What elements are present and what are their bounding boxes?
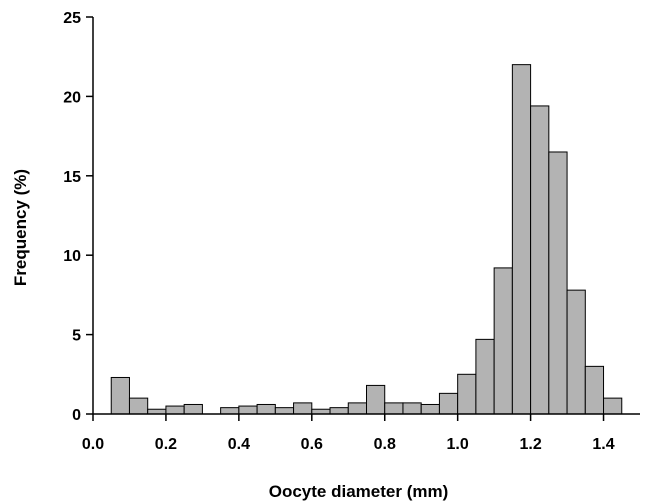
histogram-bar-9 — [293, 402, 313, 415]
histogram-bar-20 — [493, 267, 513, 415]
y-tick-label: 25 — [63, 10, 81, 27]
y-tick-label: 15 — [63, 169, 81, 186]
histogram-bar-1 — [128, 397, 149, 415]
y-tick-label: 5 — [72, 328, 81, 345]
x-tick-label: 1.4 — [592, 436, 614, 453]
y-ticks-group: 0 5 10 15 20 25 — [63, 10, 93, 424]
histogram-bar-19 — [475, 338, 495, 415]
x-ticks-group: 0.0 0.2 0.4 0.6 0.8 1.0 1.2 1.4 — [82, 414, 615, 453]
histogram-bar-0 — [110, 376, 130, 415]
y-tick-label: 20 — [63, 89, 81, 106]
y-tick-label: 10 — [63, 248, 81, 265]
x-tick-label: 1.0 — [447, 436, 469, 453]
x-tick-label: 0.6 — [301, 436, 323, 453]
histogram-bar-12 — [347, 402, 367, 415]
y-tick-label: 0 — [72, 407, 81, 424]
bars-group — [110, 64, 623, 415]
x-tick-label: 0.8 — [374, 436, 396, 453]
y-axis-title: Frequency (%) — [11, 169, 30, 286]
histogram-bar-18 — [457, 373, 477, 415]
histogram-bar-7 — [256, 403, 276, 415]
histogram-bar-14 — [384, 402, 404, 415]
histogram-bar-16 — [420, 403, 440, 415]
x-tick-label: 0.2 — [155, 436, 177, 453]
histogram-bar-17 — [438, 392, 459, 415]
histogram-bar-23 — [548, 151, 568, 415]
x-axis-title: Oocyte diameter (mm) — [269, 482, 449, 501]
histogram-bar-11 — [329, 407, 349, 415]
histogram-bar-6 — [238, 405, 258, 415]
histogram-bar-8 — [274, 407, 295, 415]
x-tick-label: 0.4 — [228, 436, 250, 453]
histogram-bar-4 — [183, 403, 203, 415]
histogram-bar-3 — [165, 405, 185, 415]
histogram-bar-24 — [566, 289, 586, 415]
histogram-bar-15 — [402, 402, 422, 415]
histogram-bar-13 — [366, 384, 386, 415]
histogram-bar-25 — [584, 365, 605, 415]
histogram-bar-5 — [220, 407, 240, 415]
histogram-bar-21 — [511, 64, 532, 415]
histogram-bar-26 — [603, 397, 623, 415]
histogram-bar-22 — [530, 105, 550, 415]
x-tick-label: 1.2 — [519, 436, 541, 453]
x-tick-label: 0.0 — [82, 436, 104, 453]
